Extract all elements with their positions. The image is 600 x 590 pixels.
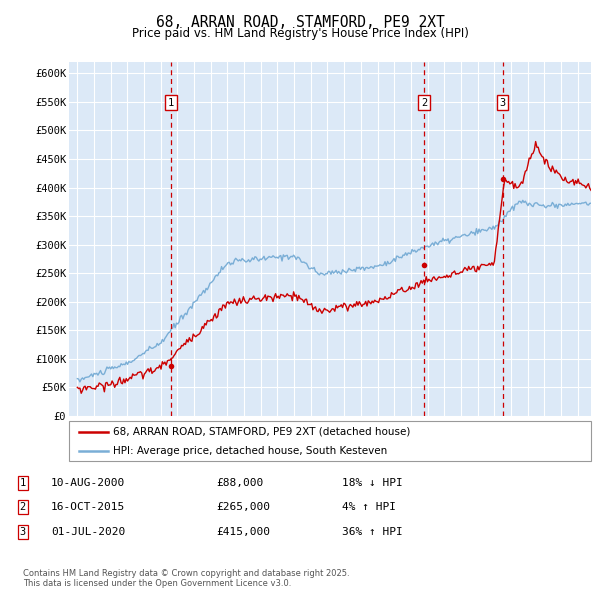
Text: £415,000: £415,000 — [216, 527, 270, 537]
Text: 16-OCT-2015: 16-OCT-2015 — [51, 503, 125, 512]
Text: 68, ARRAN ROAD, STAMFORD, PE9 2XT: 68, ARRAN ROAD, STAMFORD, PE9 2XT — [155, 15, 445, 30]
Text: £88,000: £88,000 — [216, 478, 263, 487]
Text: 36% ↑ HPI: 36% ↑ HPI — [342, 527, 403, 537]
FancyBboxPatch shape — [69, 421, 591, 461]
Text: 01-JUL-2020: 01-JUL-2020 — [51, 527, 125, 537]
Text: 2: 2 — [20, 503, 26, 512]
Text: 4% ↑ HPI: 4% ↑ HPI — [342, 503, 396, 512]
Text: 10-AUG-2000: 10-AUG-2000 — [51, 478, 125, 487]
Text: 68, ARRAN ROAD, STAMFORD, PE9 2XT (detached house): 68, ARRAN ROAD, STAMFORD, PE9 2XT (detac… — [113, 427, 411, 437]
Text: Contains HM Land Registry data © Crown copyright and database right 2025.
This d: Contains HM Land Registry data © Crown c… — [23, 569, 349, 588]
Text: 3: 3 — [20, 527, 26, 537]
Text: 1: 1 — [20, 478, 26, 487]
Text: 2: 2 — [421, 98, 427, 107]
Text: 18% ↓ HPI: 18% ↓ HPI — [342, 478, 403, 487]
Text: Price paid vs. HM Land Registry's House Price Index (HPI): Price paid vs. HM Land Registry's House … — [131, 27, 469, 40]
Text: 3: 3 — [499, 98, 506, 107]
Text: 1: 1 — [168, 98, 174, 107]
Text: HPI: Average price, detached house, South Kesteven: HPI: Average price, detached house, Sout… — [113, 446, 388, 456]
Text: £265,000: £265,000 — [216, 503, 270, 512]
